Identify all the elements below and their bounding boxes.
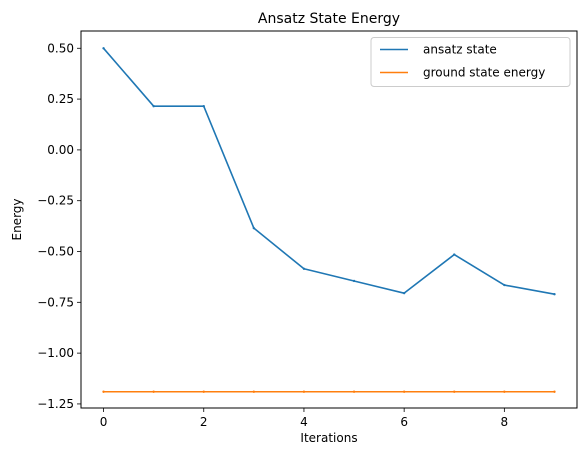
- x-axis-label: Iterations: [300, 431, 357, 445]
- data-point-ground-state-energy: [252, 390, 256, 393]
- x-tick-label: 0: [100, 415, 108, 429]
- data-point-ansatz-state: [352, 279, 356, 283]
- data-point-ground-state-energy: [503, 390, 506, 393]
- y-tick-label: −1.00: [37, 346, 74, 360]
- y-tick-label: 0.00: [47, 143, 74, 157]
- data-point-ansatz-state: [202, 104, 205, 108]
- y-tick-label: −0.25: [37, 194, 74, 208]
- data-point-ansatz-state: [453, 253, 456, 256]
- series-layer: [102, 47, 556, 393]
- data-point-ground-state-energy: [352, 390, 356, 393]
- data-point-ansatz-state: [553, 292, 556, 296]
- legend: ansatz state ground state energy: [370, 37, 571, 87]
- data-point-ansatz-state: [152, 104, 155, 108]
- data-point-ground-state-energy: [453, 390, 456, 393]
- data-point-ansatz-state: [302, 267, 306, 270]
- y-tick-label: 0.50: [47, 41, 74, 55]
- data-point-ansatz-state: [402, 291, 406, 295]
- x-axis: 0 2 4 6 8: [100, 408, 508, 429]
- series-line-ansatz-state: [102, 47, 556, 296]
- data-point-ground-state-energy: [302, 390, 306, 393]
- legend-label-ground-state-energy: ground state energy: [423, 66, 545, 80]
- y-tick-label: 0.25: [47, 92, 74, 106]
- x-tick-label: 2: [200, 415, 208, 429]
- x-tick-label: 4: [300, 415, 308, 429]
- data-point-ansatz-state: [503, 283, 506, 287]
- data-point-ground-state-energy: [102, 390, 105, 393]
- y-tick-label: −0.75: [37, 295, 74, 309]
- data-point-ground-state-energy: [152, 390, 155, 393]
- data-point-ground-state-energy: [202, 390, 205, 393]
- y-tick-label: −1.25: [37, 397, 74, 411]
- y-axis: 0.50 0.25 0.00 −0.25 −0.50 −0.75 −1.00 −1.25: [37, 41, 81, 411]
- data-point-ground-state-energy: [553, 390, 556, 393]
- plot-frame: [80, 30, 578, 409]
- chart-title: Ansatz State Energy: [258, 11, 400, 27]
- legend-label-ansatz-state: ansatz state: [423, 43, 497, 57]
- y-axis-label: Energy: [10, 198, 24, 240]
- legend-box: [370, 37, 571, 87]
- x-tick-label: 6: [400, 415, 408, 429]
- data-point-ansatz-state: [102, 47, 105, 50]
- data-point-ground-state-energy: [402, 390, 406, 393]
- x-tick-label: 8: [501, 415, 509, 429]
- y-tick-label: −0.50: [37, 245, 74, 259]
- data-point-ansatz-state: [252, 226, 256, 230]
